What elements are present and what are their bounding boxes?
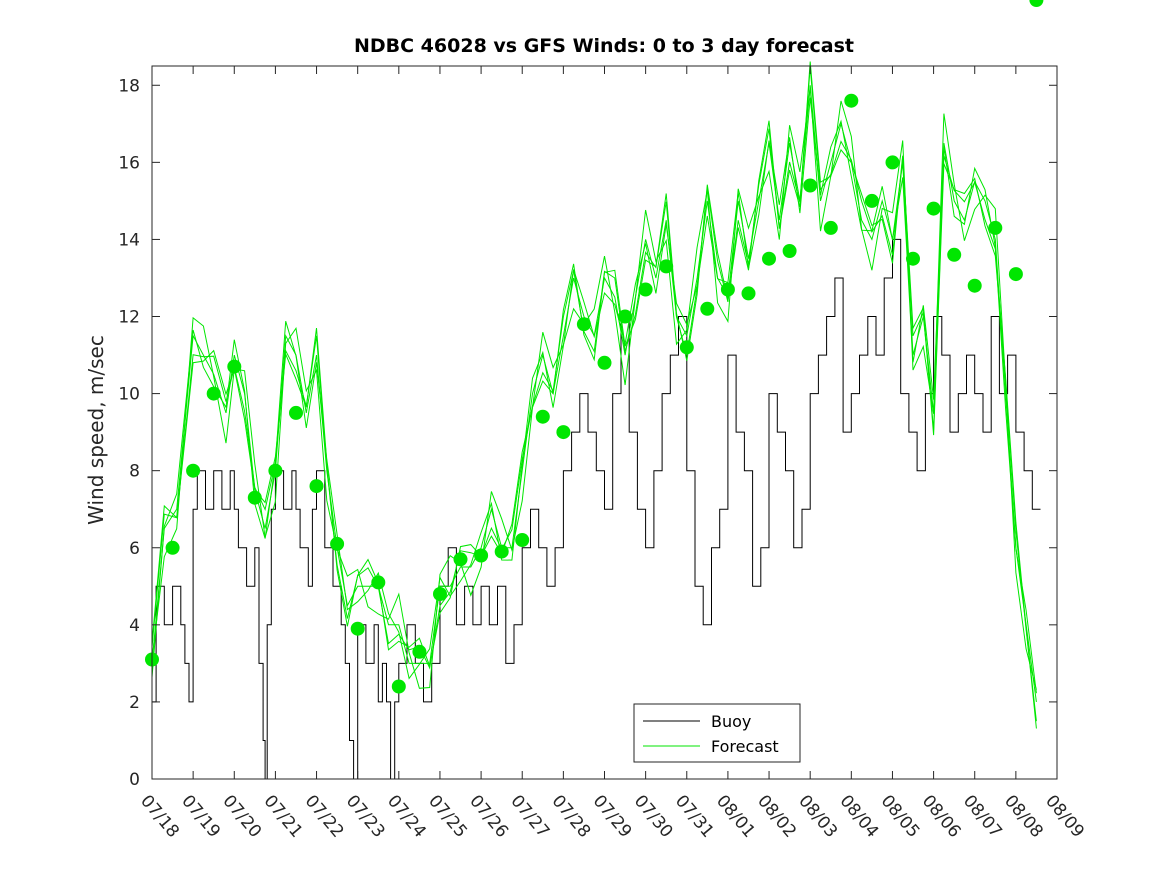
y-tick-label: 14: [118, 230, 140, 250]
forecast-marker: [433, 587, 447, 601]
forecast-marker: [782, 244, 797, 258]
forecast-marker: [494, 544, 509, 559]
y-tick-label: 8: [129, 462, 140, 482]
forecast-marker: [906, 251, 920, 266]
y-tick-label: 16: [118, 153, 140, 173]
forecast-marker: [165, 540, 180, 555]
forecast-marker: [700, 301, 715, 316]
forecast-marker: [186, 463, 201, 478]
forecast-marker: [247, 490, 262, 505]
forecast-marker: [227, 359, 242, 374]
forecast-marker: [453, 552, 468, 567]
forecast-marker: [474, 548, 489, 563]
legend: Buoy Forecast: [633, 703, 801, 763]
forecast-marker: [618, 309, 633, 324]
y-tick-label: 12: [118, 308, 140, 328]
y-axis-label: Wind speed, m/sec: [84, 335, 108, 525]
forecast-marker: [988, 220, 1003, 235]
series-buoy-line: [152, 238, 1041, 780]
y-tick-label: 2: [129, 693, 140, 713]
forecast-marker: [967, 278, 982, 293]
forecast-marker: [947, 247, 962, 262]
series-forecast-line: [151, 61, 1037, 729]
plot-frame: [151, 65, 1058, 780]
forecast-marker: [762, 251, 776, 266]
forecast-marker: [659, 259, 674, 274]
forecast-marker: [206, 386, 221, 401]
legend-forecast-label: Forecast: [711, 737, 779, 756]
forecast-marker: [289, 405, 303, 420]
plot-area: [145, 0, 1044, 780]
forecast-marker: [844, 93, 859, 108]
y-axis-ticks: 0 2 4 6 8 10 12 14 16 18: [118, 76, 1057, 790]
forecast-marker: [803, 178, 818, 193]
forecast-marker: [885, 155, 900, 170]
forecast-marker: [741, 286, 756, 301]
forecast-marker: [1008, 267, 1023, 282]
forecast-marker: [330, 536, 345, 551]
forecast-marker: [371, 575, 386, 590]
y-tick-label: 4: [129, 616, 140, 636]
series-forecast-line: [151, 87, 1037, 690]
forecast-marker: [926, 201, 941, 216]
forecast-marker: [515, 533, 530, 547]
legend-box: [633, 703, 801, 763]
y-tick-label: 6: [129, 539, 140, 559]
y-tick-label: 10: [118, 385, 140, 405]
forecast-marker: [391, 679, 406, 694]
forecast-marker: [679, 340, 694, 355]
forecast-marker: [309, 479, 324, 494]
y-tick-label: 0: [129, 770, 140, 790]
y-tick-label: 18: [118, 76, 140, 96]
forecast-marker: [638, 282, 653, 297]
forecast-marker: [350, 621, 365, 636]
forecast-marker: [556, 425, 571, 440]
chart-title: NDBC 46028 vs GFS Winds: 0 to 3 day fore…: [354, 35, 854, 57]
forecast-marker: [535, 409, 550, 424]
forecast-marker: [268, 463, 283, 478]
forecast-marker: [576, 317, 591, 332]
forecast-marker: [1029, 0, 1044, 7]
forecast-marker: [412, 644, 427, 659]
forecast-marker: [864, 193, 879, 208]
forecast-marker: [597, 355, 612, 370]
forecast-marker: [720, 282, 735, 297]
legend-buoy-label: Buoy: [711, 712, 751, 731]
forecast-marker: [823, 220, 838, 235]
